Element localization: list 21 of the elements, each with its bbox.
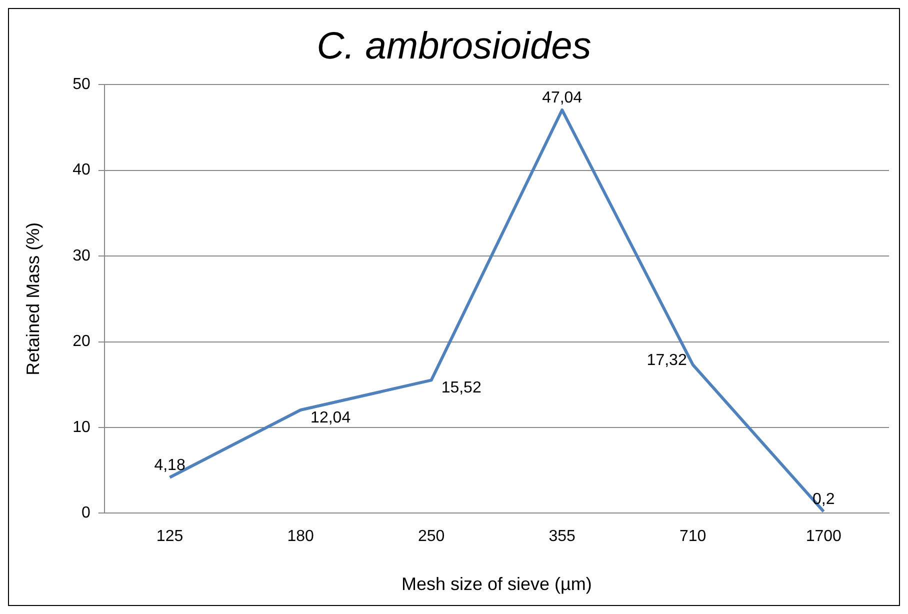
data-label: 15,52 xyxy=(441,380,482,397)
x-tick-label: 250 xyxy=(418,528,445,546)
y-axis-title: Retained Mass (%) xyxy=(22,222,43,376)
x-axis-title: Mesh size of sieve (µm) xyxy=(401,574,592,594)
y-tick-label: 30 xyxy=(72,247,90,264)
data-label: 17,32 xyxy=(646,352,687,370)
y-tick-label: 50 xyxy=(72,76,90,94)
x-tick-label: 125 xyxy=(156,528,184,546)
data-label: 12,04 xyxy=(310,409,351,426)
x-tick-label: 1700 xyxy=(806,528,842,546)
x-tick-label: 355 xyxy=(548,528,576,546)
x-tick-label: 180 xyxy=(287,528,314,546)
y-tick-label: 20 xyxy=(72,333,90,350)
x-tick-label: 710 xyxy=(680,528,706,546)
y-tick-label: 0 xyxy=(81,504,90,522)
y-tick-label: 40 xyxy=(72,162,90,179)
data-label: 4,18 xyxy=(154,456,186,474)
chart-title: C. ambrosioides xyxy=(316,25,592,68)
data-label: 47,04 xyxy=(542,89,582,106)
data-label: 0,2 xyxy=(812,490,835,508)
y-tick-label: 10 xyxy=(72,418,90,436)
